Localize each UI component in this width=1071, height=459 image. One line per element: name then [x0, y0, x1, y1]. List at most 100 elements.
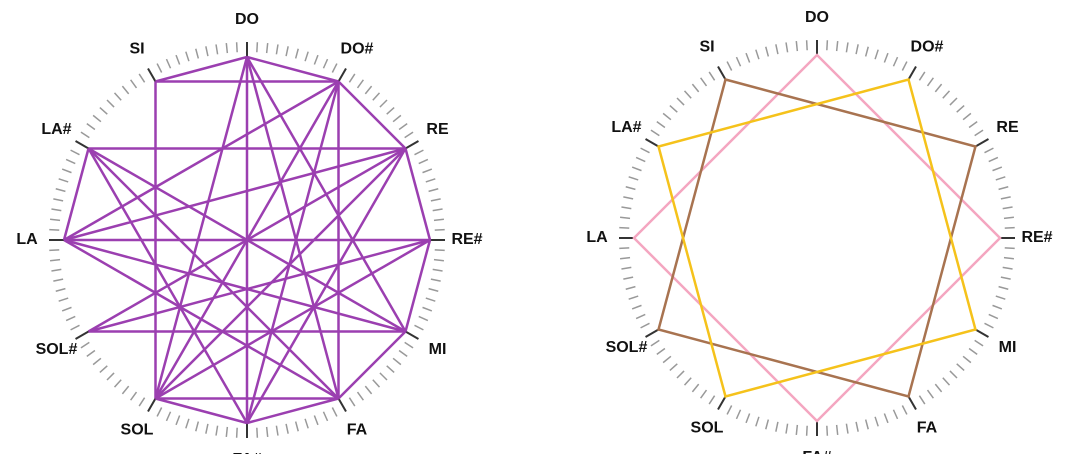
note-label: SI [129, 41, 144, 58]
interval-line [337, 80, 407, 150]
minor-tick [434, 228, 445, 231]
minor-tick [892, 409, 899, 420]
minor-tick [425, 297, 436, 302]
minor-tick [165, 58, 172, 69]
minor-tick [433, 218, 444, 222]
minor-tick [620, 216, 631, 220]
minor-tick [404, 131, 414, 139]
minor-tick [195, 421, 200, 432]
minor-tick [745, 52, 751, 63]
minor-tick [805, 425, 808, 436]
minor-tick [386, 106, 395, 115]
note-label: DO [235, 11, 259, 28]
minor-tick [949, 97, 958, 106]
interval-line [63, 238, 406, 333]
minor-tick [974, 339, 984, 347]
minor-tick [901, 61, 908, 71]
interval-line [246, 397, 339, 425]
major-tick [147, 68, 157, 83]
minor-tick [49, 228, 60, 231]
minor-tick [625, 186, 636, 191]
minor-tick [432, 208, 443, 212]
minor-tick [623, 276, 634, 280]
minor-tick [313, 54, 319, 65]
minor-tick [621, 206, 632, 210]
minor-tick [755, 416, 760, 427]
minor-tick [372, 379, 381, 388]
minor-tick [379, 99, 388, 108]
interval-line [154, 80, 340, 400]
minor-tick [635, 156, 646, 163]
note-label: RE [996, 119, 1019, 136]
minor-tick [70, 324, 80, 331]
minor-tick [998, 186, 1009, 191]
minor-tick [348, 397, 356, 407]
minor-tick [988, 313, 999, 320]
minor-tick [80, 131, 90, 139]
minor-tick [669, 363, 678, 372]
minor-tick [623, 196, 634, 200]
minor-tick [631, 304, 642, 310]
minor-tick [61, 168, 72, 174]
minor-tick [235, 427, 238, 438]
minor-tick [656, 347, 666, 355]
minor-tick [631, 166, 642, 172]
minor-tick [683, 377, 692, 386]
minor-tick [785, 423, 789, 434]
minor-tick [984, 322, 994, 329]
minor-tick [962, 355, 972, 364]
note-label: LA# [41, 121, 71, 138]
minor-tick [619, 226, 630, 229]
minor-tick [53, 198, 64, 202]
major-tick [404, 330, 419, 340]
minor-tick [156, 63, 163, 73]
square [656, 77, 978, 399]
interval-line [87, 147, 249, 424]
note-label: FA [347, 422, 368, 439]
minor-tick [992, 304, 1003, 310]
minor-tick [926, 389, 934, 399]
minor-tick [1000, 196, 1011, 200]
interval-line [154, 147, 407, 400]
minor-tick [392, 114, 402, 123]
minor-tick [650, 129, 660, 137]
minor-tick [185, 418, 190, 429]
minor-tick [92, 114, 102, 123]
minor-tick [175, 415, 181, 426]
minor-tick [364, 85, 373, 95]
interval-line [62, 148, 90, 241]
interval-line [246, 55, 339, 83]
minor-tick [883, 52, 889, 63]
minor-tick [988, 156, 999, 163]
minor-tick [121, 385, 130, 395]
minor-tick [433, 258, 444, 262]
minor-tick [656, 121, 666, 129]
minor-tick [265, 43, 269, 54]
minor-tick [356, 79, 364, 89]
minor-tick [683, 90, 692, 99]
minor-tick [425, 178, 436, 183]
minor-tick [775, 44, 779, 55]
minor-tick [855, 421, 859, 432]
minor-tick [708, 395, 716, 405]
note-label: LA [16, 231, 38, 248]
note-label: MI [999, 339, 1017, 356]
interval-line [155, 397, 248, 425]
minor-tick [372, 92, 381, 101]
minor-tick [49, 249, 60, 252]
minor-tick [628, 176, 639, 181]
minor-tick [755, 49, 760, 60]
square [632, 53, 1002, 423]
minor-tick [70, 149, 80, 156]
note-label: MI [429, 341, 447, 358]
minor-tick [640, 322, 650, 329]
minor-tick [619, 247, 630, 250]
major-tick [404, 140, 419, 150]
minor-tick [635, 313, 646, 320]
minor-tick [998, 285, 1009, 290]
minor-tick [414, 149, 424, 156]
minor-tick [1002, 266, 1013, 270]
minor-tick [795, 424, 799, 435]
minor-tick [918, 395, 926, 405]
square [656, 77, 978, 399]
